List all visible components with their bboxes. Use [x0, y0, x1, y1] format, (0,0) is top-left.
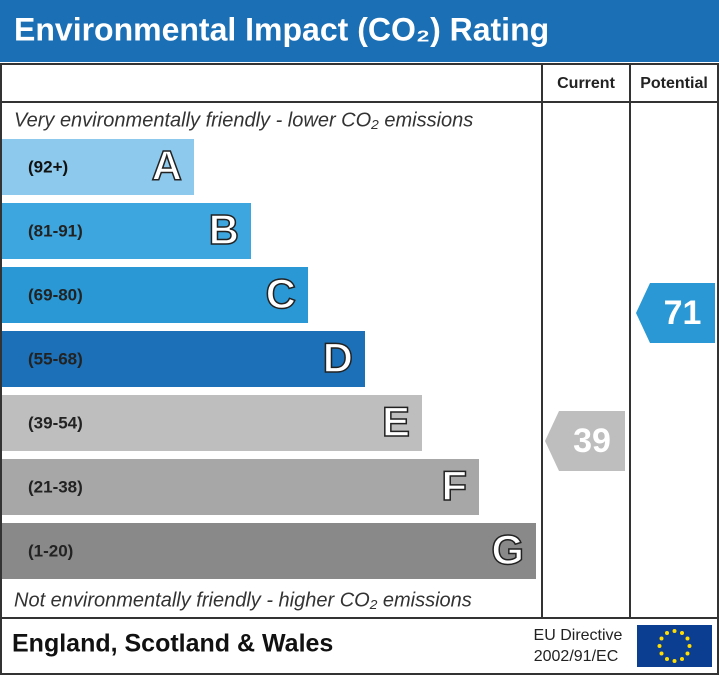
title-bar: [0, 0, 719, 62]
title: Environmental Impact (CO₂) Rating: [14, 11, 549, 47]
band-range: (69-80): [28, 285, 83, 304]
band-letter: E: [382, 398, 410, 445]
band-letter: B: [209, 206, 239, 253]
band-range: (21-38): [28, 477, 83, 496]
header-current: Current: [557, 75, 615, 92]
rating-arrow: [636, 283, 715, 343]
band: [2, 267, 308, 323]
rating-value: 71: [664, 294, 702, 332]
star: [680, 631, 684, 636]
star: [657, 644, 662, 648]
star: [687, 644, 692, 648]
footer-directive: EU Directive: [534, 627, 623, 644]
band-range: (81-91): [28, 221, 83, 240]
band-range: (55-68): [28, 349, 83, 368]
band: [2, 139, 194, 195]
band: [2, 459, 479, 515]
rating-arrow: [545, 411, 625, 471]
star: [665, 656, 669, 661]
footer-directive: 2002/91/EC: [534, 648, 619, 665]
star: [659, 636, 664, 641]
band-range: (92+): [28, 157, 68, 176]
top-note: Very environmentally friendly - lower CO…: [14, 109, 473, 131]
band-letter: G: [491, 526, 524, 573]
band: [2, 331, 365, 387]
star: [665, 631, 669, 636]
star: [685, 636, 690, 641]
star: [672, 629, 677, 633]
header-potential: Potential: [640, 75, 708, 92]
star: [659, 651, 664, 656]
star: [685, 651, 690, 656]
band-letter: F: [441, 462, 467, 509]
footer-region: England, Scotland & Wales: [12, 630, 333, 658]
band-range: (39-54): [28, 413, 83, 432]
star: [680, 656, 684, 661]
band: [2, 395, 422, 451]
band-letter: D: [323, 334, 353, 381]
band: [2, 203, 251, 259]
band-range: (1-20): [28, 541, 73, 560]
band-letter: C: [266, 270, 296, 317]
bottom-note: Not environmentally friendly - higher CO…: [14, 589, 472, 611]
star: [672, 659, 677, 663]
band-letter: A: [152, 142, 182, 189]
rating-value: 39: [573, 422, 611, 460]
band: [2, 523, 536, 579]
eu-flag: [637, 625, 712, 667]
